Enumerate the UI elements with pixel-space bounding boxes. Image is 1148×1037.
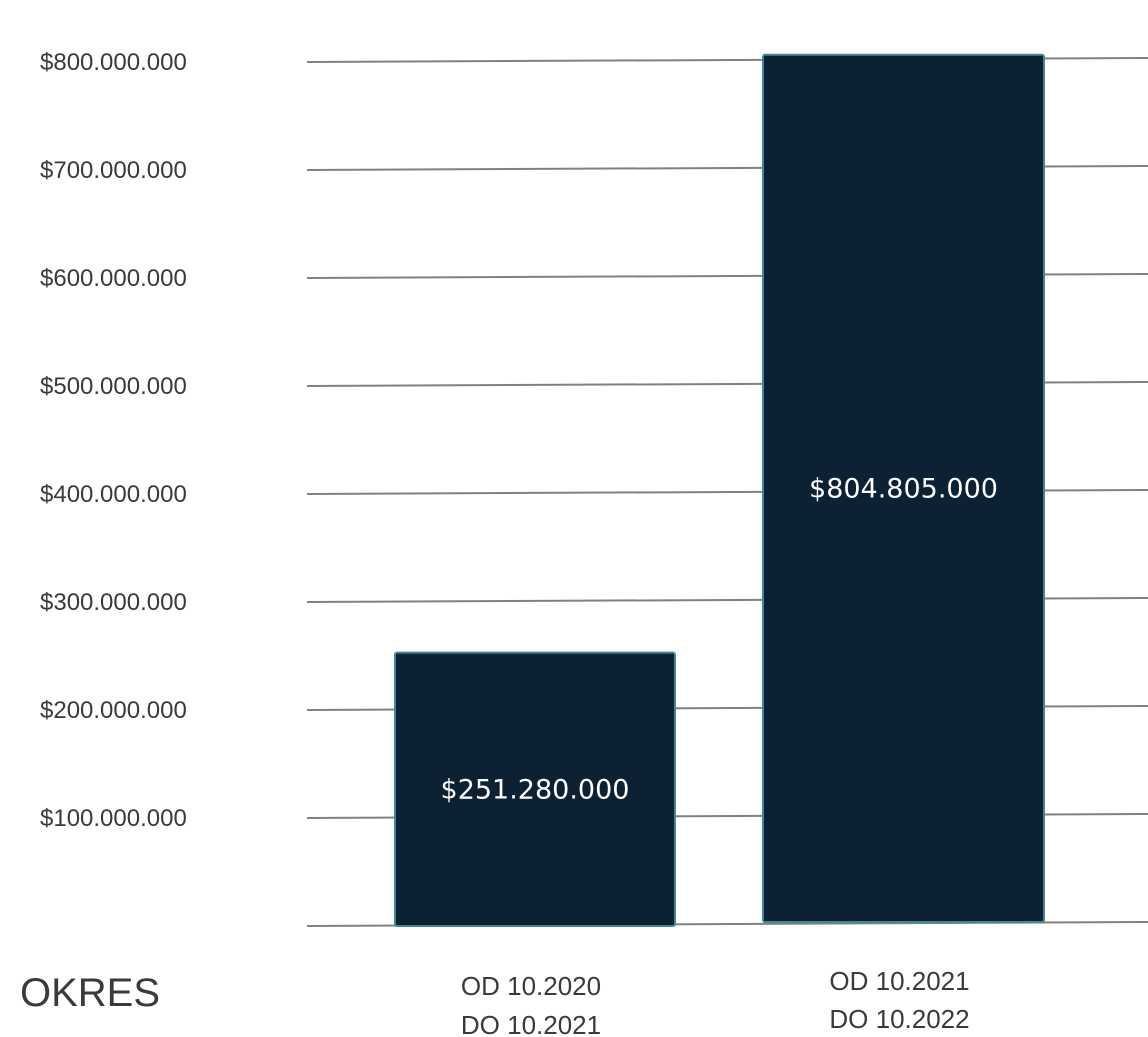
- y-axis-tick-labels: $100.000.000 $200.000.000 $300.000.000 $400…: [40, 49, 187, 832]
- y-tick-label: $800.000.000: [40, 49, 187, 76]
- y-tick-label: $200.000.000: [40, 697, 187, 724]
- y-tick-label: $600.000.000: [40, 265, 187, 292]
- y-tick-label: $100.000.000: [40, 805, 187, 832]
- bar-value-label: $804.805.000: [809, 473, 998, 504]
- bar: [762, 53, 1045, 923]
- y-tick-label: $700.000.000: [40, 157, 187, 184]
- x-axis-category-labels: OD 10.2020 DO 10.2021 OD 10.2021 DO 10.2022: [461, 966, 970, 1037]
- period-axis-title: OKRES: [20, 971, 160, 1015]
- y-tick-label: $500.000.000: [40, 373, 187, 400]
- x-category-label: DO 10.2022: [829, 1004, 969, 1034]
- x-category-label: DO 10.2021: [461, 1010, 601, 1037]
- x-category-label: OD 10.2020: [461, 971, 601, 1001]
- bar: [394, 651, 676, 927]
- y-tick-label: $400.000.000: [40, 481, 187, 508]
- bar-value-label: $251.280.000: [441, 774, 630, 805]
- y-tick-label: $300.000.000: [40, 589, 187, 616]
- x-category-label: OD 10.2021: [829, 966, 969, 996]
- bars: $251.280.000 $804.805.000: [394, 53, 1045, 927]
